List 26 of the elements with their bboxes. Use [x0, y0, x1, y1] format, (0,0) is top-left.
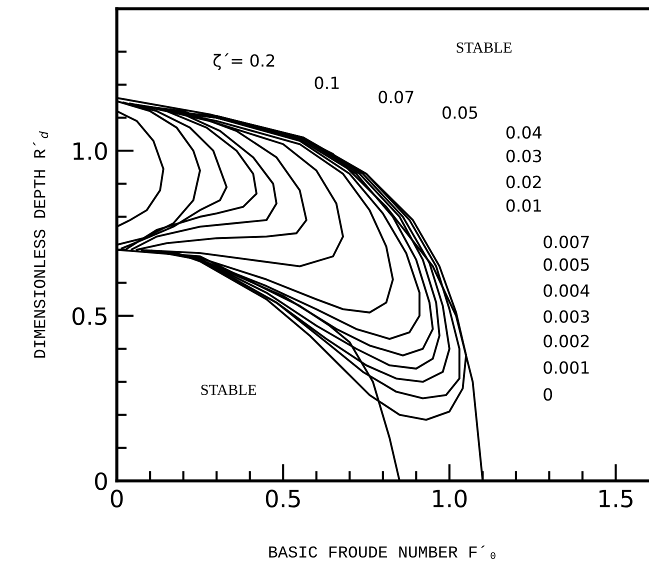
annotation: 0.001	[544, 361, 589, 374]
annotation: 0.05	[442, 106, 478, 119]
x-tick-label: 0	[110, 490, 123, 508]
annotation: 0.003	[544, 310, 589, 323]
x-tick-label: 0.5	[266, 490, 300, 508]
annotation: 0.07	[378, 90, 414, 104]
y-axis-title: DIMENSIONLESS DEPTH R´$_{d}$	[33, 131, 48, 358]
y-tick-label: 1.0	[74, 142, 107, 160]
annotation: 0.002	[544, 334, 589, 348]
annotation: 0.04	[506, 126, 542, 139]
x-axis-title: BASIC FROUDE NUMBER F´₀	[269, 546, 496, 560]
annotation: STABLE	[456, 42, 512, 53]
annotation: 0.004	[544, 284, 590, 297]
annotation: 0.01	[506, 199, 541, 212]
y-tick-label: 0	[95, 472, 107, 490]
annotation: 0.03	[506, 150, 542, 162]
annotation: 0	[544, 388, 552, 401]
annotation: 0.02	[506, 176, 541, 188]
annotation: 0.007	[544, 236, 589, 248]
y-tick-label: 0.5	[72, 307, 106, 326]
x-tick-label: 1.5	[600, 490, 632, 508]
annotation: ζ´= 0.2	[213, 53, 274, 70]
annotation: 0.005	[544, 258, 589, 271]
annotation: 0.1	[314, 76, 339, 90]
x-tick-label: 1.0	[433, 490, 467, 508]
annotation: STABLE	[201, 384, 256, 395]
